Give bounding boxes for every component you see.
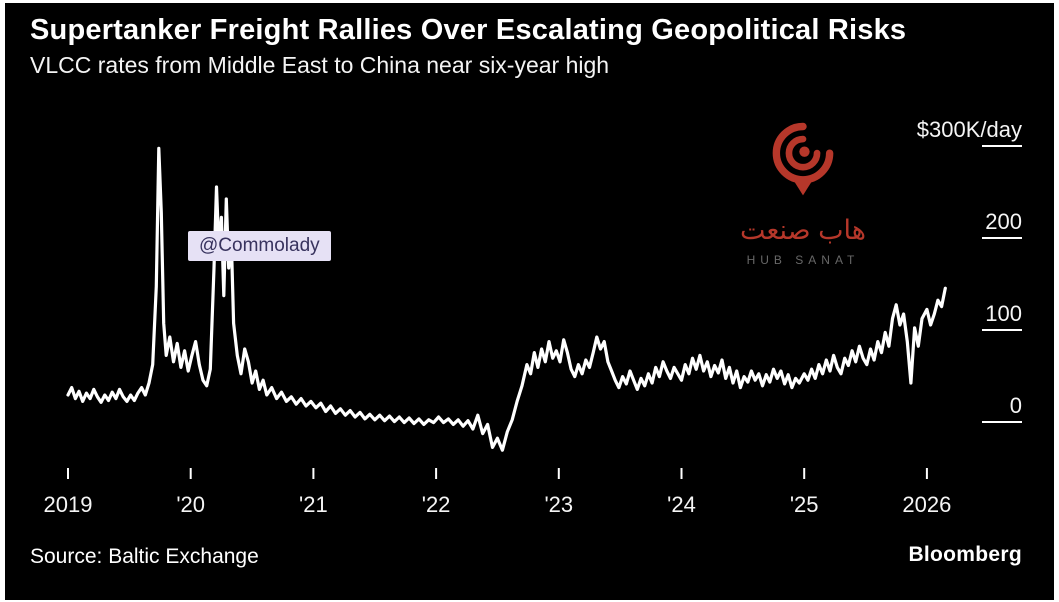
x-tick-label: '20 xyxy=(176,492,206,517)
x-tick-label: 2019 xyxy=(43,492,93,517)
line-chart xyxy=(66,146,947,479)
logo-arabic-text: هاب صنعت xyxy=(740,215,866,245)
chart-title: Supertanker Freight Rallies Over Escalat… xyxy=(30,14,907,46)
y-tick-mark xyxy=(982,237,1022,239)
x-tick-label: '25 xyxy=(789,492,819,517)
y-tick-mark xyxy=(982,329,1022,331)
logo-swirl-icon xyxy=(772,122,834,196)
x-tick-label: '22 xyxy=(421,492,451,517)
x-tick-label: '24 xyxy=(667,492,696,517)
bloomberg-logo: Bloomberg xyxy=(908,543,1022,566)
x-tick-label: '21 xyxy=(299,492,328,517)
rate-line xyxy=(66,146,947,452)
plot-area: $300K/day 200 100 0 2019 '20 '21 '22 '23 '24 '25 2… xyxy=(5,3,1054,600)
y-tick-mark xyxy=(982,421,1022,423)
x-tick-label: 2026 xyxy=(902,492,952,517)
y-tick-label: 0 xyxy=(1009,393,1022,418)
x-tick-label: '23 xyxy=(544,492,574,517)
y-tick-label: 200 xyxy=(985,209,1022,234)
chart-subtitle: VLCC rates from Middle East to China nea… xyxy=(30,52,610,78)
logo-latin-text: HUB SANAT xyxy=(746,253,860,267)
source-label: Source: Baltic Exchange xyxy=(30,545,259,568)
chart-card: Supertanker Freight Rallies Over Escalat… xyxy=(5,3,1054,600)
watermark-handle: @Commolady xyxy=(188,231,331,261)
hub-sanat-logo: هاب صنعت HUB SANAT xyxy=(717,119,889,267)
y-tick-mark xyxy=(982,145,1022,147)
y-tick-label: $300K/day xyxy=(916,117,1022,142)
y-tick-label: 100 xyxy=(985,301,1022,326)
